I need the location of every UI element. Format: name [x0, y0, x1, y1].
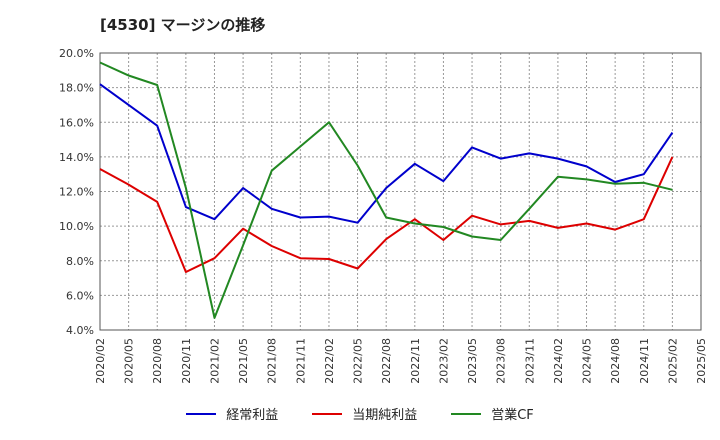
x-tick-label: 2024/08 — [609, 338, 622, 384]
legend-label-net-income: 当期純利益 — [352, 408, 418, 423]
y-tick-label: 20.0% — [59, 47, 94, 60]
x-tick-label: 2024/05 — [581, 338, 594, 384]
series-line-1 — [99, 156, 674, 273]
axis-layer — [99, 52, 702, 331]
x-tick-label: 2021/02 — [208, 338, 221, 384]
series-line-2 — [99, 61, 673, 319]
y-tick-label: 16.0% — [59, 116, 94, 129]
series-layer — [99, 61, 674, 319]
y-tick-label: 12.0% — [59, 186, 94, 199]
x-tick-label: 2023/08 — [495, 338, 508, 384]
x-tick-label: 2023/05 — [466, 338, 479, 384]
y-tick-label: 4.0% — [66, 324, 94, 337]
x-tick-label: 2025/02 — [666, 338, 679, 384]
x-tick-label: 2020/05 — [123, 338, 136, 384]
y-tick-label: 18.0% — [59, 82, 94, 95]
x-tick-label: 2021/11 — [294, 338, 307, 384]
x-tick-label: 2020/08 — [151, 338, 164, 384]
y-tick-label: 10.0% — [59, 220, 94, 233]
y-tick-label: 6.0% — [66, 289, 94, 302]
x-tick-label: 2022/08 — [380, 338, 393, 384]
plot-frame — [99, 52, 702, 331]
x-tick-label: 2021/05 — [237, 338, 250, 384]
x-tick-label: 2023/02 — [437, 338, 450, 384]
x-tick-label: 2020/11 — [180, 338, 193, 384]
legend: 経常利益 当期純利益 営業CF — [0, 404, 720, 423]
y-tick-label: 8.0% — [66, 255, 94, 268]
legend-item-net-income: 当期純利益 — [312, 404, 417, 423]
series-line-0 — [99, 83, 674, 224]
y-tick-label: 14.0% — [59, 151, 94, 164]
x-tick-label: 2020/02 — [94, 338, 107, 384]
legend-item-operating-cf: 営業CF — [451, 404, 534, 423]
x-tick-label: 2024/11 — [638, 338, 651, 384]
x-tick-label: 2025/05 — [695, 338, 708, 384]
chart-title: [4530] マージンの推移 — [100, 16, 266, 34]
legend-item-ordinary-profit: 経常利益 — [186, 404, 278, 423]
legend-swatch-ordinary-profit — [186, 412, 217, 415]
x-tick-label: 2021/08 — [266, 338, 279, 384]
x-tick-label: 2024/02 — [552, 338, 565, 384]
legend-swatch-operating-cf — [451, 412, 482, 415]
tick-label-layer: 4.0% 6.0% 8.0% 10.0% 12.0% 14.0% 16.0% 18.0% 20.… — [59, 47, 708, 384]
legend-label-ordinary-profit: 経常利益 — [226, 408, 279, 423]
x-tick-label: 2022/02 — [323, 338, 336, 384]
legend-label-operating-cf: 営業CF — [491, 408, 534, 423]
x-tick-label: 2023/11 — [523, 338, 536, 384]
legend-swatch-net-income — [312, 412, 343, 415]
x-tick-label: 2022/05 — [352, 338, 365, 384]
grid-layer — [100, 52, 701, 330]
x-tick-label: 2022/11 — [409, 338, 422, 384]
